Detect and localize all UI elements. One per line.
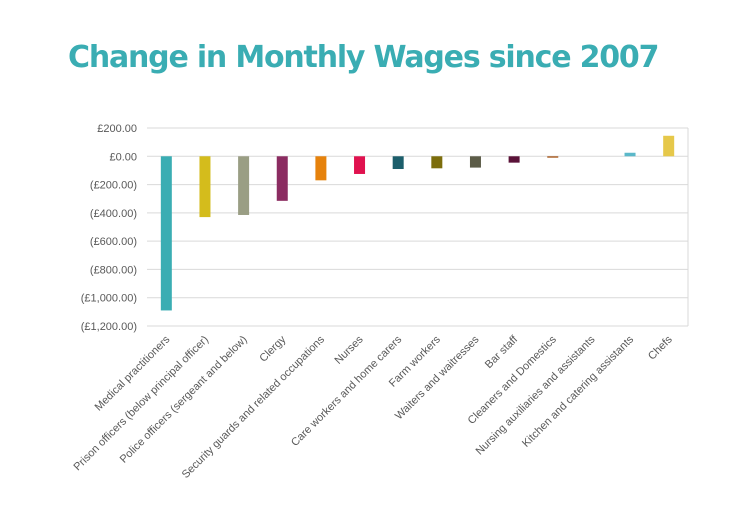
x-tick-label: Security guards and related occupations (180, 333, 328, 481)
bar (238, 156, 250, 215)
y-tick-label: (£800.00) (90, 264, 137, 276)
bar (508, 156, 520, 163)
y-tick-label: (£1,200.00) (81, 321, 137, 333)
bar (392, 156, 404, 170)
y-tick-label: (£200.00) (90, 180, 137, 192)
x-tick-label: Bar staff (483, 333, 521, 371)
bar (354, 156, 366, 174)
x-tick-label: Chefs (646, 333, 675, 362)
bar (160, 156, 172, 311)
x-tick-label: Nurses (333, 333, 366, 366)
bar (663, 135, 675, 157)
y-tick-label: (£600.00) (90, 236, 137, 248)
bar (469, 156, 481, 168)
bar (315, 156, 327, 181)
bar (431, 156, 443, 169)
y-tick-label: £200.00 (97, 123, 137, 135)
x-tick-label: Prison officers (below principal officer… (71, 334, 211, 474)
y-tick-label: (£1,000.00) (81, 293, 137, 305)
chart-title: Change in Monthly Wages since 2007 (68, 40, 659, 75)
x-tick-label: Clergy (257, 333, 288, 364)
bar (276, 156, 288, 201)
bar (199, 156, 211, 218)
x-tick-label: Medical practitioners (93, 333, 173, 413)
bar (547, 156, 559, 158)
bar (624, 152, 636, 157)
y-tick-label: £0.00 (109, 151, 137, 163)
y-tick-label: (£400.00) (90, 208, 137, 220)
